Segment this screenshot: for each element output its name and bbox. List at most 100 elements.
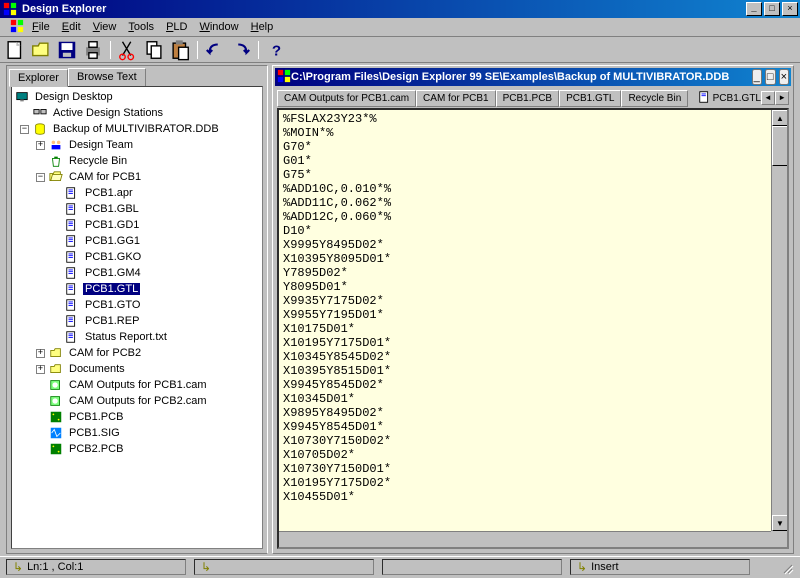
doc-tab[interactable]: Recycle Bin [621, 90, 688, 107]
expand-toggle[interactable]: − [36, 173, 45, 182]
menu-view[interactable]: View [87, 19, 123, 35]
tree-file[interactable]: PCB1.GTL [83, 283, 140, 295]
editor-content[interactable]: %FSLAX23Y23*% %MOIN*% G70* G01* G75* %AD… [279, 110, 771, 531]
doc-tab[interactable]: CAM for PCB1 [416, 90, 496, 107]
cam-icon [48, 378, 64, 392]
tree-camout2[interactable]: CAM Outputs for PCB2.cam [67, 395, 209, 407]
file-icon [64, 218, 80, 232]
menu-file[interactable]: File [26, 19, 56, 35]
tree-cam1[interactable]: CAM for PCB1 [67, 171, 143, 183]
tree-view[interactable]: Design Desktop Active Design Stations − B… [11, 86, 263, 549]
menu-window[interactable]: Window [193, 19, 244, 35]
expand-toggle[interactable]: − [20, 125, 29, 134]
cam-icon [48, 394, 64, 408]
tree-file[interactable]: PCB1.GTO [83, 299, 142, 311]
menu-edit[interactable]: Edit [56, 19, 87, 35]
app-icon-small [4, 17, 20, 38]
close-button[interactable]: × [782, 2, 798, 16]
expand-toggle[interactable]: + [36, 349, 45, 358]
app-icon [2, 1, 18, 17]
menu-pld[interactable]: PLD [160, 19, 193, 35]
tree-file[interactable]: PCB1.GKO [83, 251, 143, 263]
print-icon[interactable] [82, 39, 104, 61]
tree-recycle[interactable]: Recycle Bin [67, 155, 129, 167]
resize-grip-icon[interactable] [778, 559, 794, 575]
tab-explorer[interactable]: Explorer [9, 69, 68, 87]
tree-file[interactable]: PCB1.GD1 [83, 219, 141, 231]
tree-design-team[interactable]: Design Team [67, 139, 135, 151]
tab-scroll-left[interactable]: ◄ [761, 91, 775, 105]
tab-scroll-right[interactable]: ► [775, 91, 789, 105]
file-icon [698, 90, 712, 107]
arrow-icon: ↳ [13, 560, 23, 574]
sig-icon [48, 426, 64, 440]
pcb-icon [48, 410, 64, 424]
redo-icon[interactable] [230, 39, 252, 61]
new-icon[interactable] [4, 39, 26, 61]
tree-camout1[interactable]: CAM Outputs for PCB1.cam [67, 379, 209, 391]
file-icon [64, 282, 80, 296]
tree-docs[interactable]: Documents [67, 363, 127, 375]
tree-ads[interactable]: Active Design Stations [51, 107, 165, 119]
expand-toggle[interactable]: + [36, 365, 45, 374]
tree-file[interactable]: Status Report.txt [83, 331, 169, 343]
open-icon[interactable] [30, 39, 52, 61]
cut-icon[interactable] [117, 39, 139, 61]
status-position: Ln:1 , Col:1 [27, 561, 83, 573]
scroll-up-button[interactable]: ▲ [772, 110, 788, 126]
tree-cam2[interactable]: CAM for PCB2 [67, 347, 143, 359]
doc-tab[interactable]: CAM Outputs for PCB1.cam [277, 90, 416, 107]
tree-sig[interactable]: PCB1.SIG [67, 427, 122, 439]
tree-file[interactable]: PCB1.GG1 [83, 235, 142, 247]
status-mode: Insert [591, 561, 619, 573]
status-bar: ↳Ln:1 , Col:1 ↳ ↳Insert [0, 556, 800, 576]
doc-close-button[interactable]: × [779, 69, 789, 85]
minimize-button[interactable]: _ [746, 2, 762, 16]
recycle-icon [48, 154, 64, 168]
horizontal-scrollbar[interactable] [279, 531, 771, 547]
help-icon[interactable]: ? [265, 39, 287, 61]
pcb-icon [48, 442, 64, 456]
tree-file[interactable]: PCB1.GM4 [83, 267, 143, 279]
tree-pcb1[interactable]: PCB1.PCB [67, 411, 125, 423]
undo-icon[interactable] [204, 39, 226, 61]
tree-backup[interactable]: Backup of MULTIVIBRATOR.DDB [51, 123, 221, 135]
doc-tab[interactable]: PCB1.PCB [496, 90, 559, 107]
tree-file[interactable]: PCB1.apr [83, 187, 135, 199]
tree-file[interactable]: PCB1.GBL [83, 203, 141, 215]
file-icon [64, 266, 80, 280]
stations-icon [32, 106, 48, 120]
document-title-bar: C:\Program Files\Design Explorer 99 SE\E… [275, 68, 791, 86]
tree-pcb2[interactable]: PCB2.PCB [67, 443, 125, 455]
svg-text:?: ? [272, 42, 281, 59]
scroll-thumb[interactable] [772, 126, 788, 166]
save-icon[interactable] [56, 39, 78, 61]
file-icon [64, 314, 80, 328]
document-panel: C:\Program Files\Design Explorer 99 SE\E… [272, 65, 794, 554]
expand-toggle[interactable]: + [36, 141, 45, 150]
folder-icon [48, 346, 64, 360]
menu-tools[interactable]: Tools [122, 19, 160, 35]
vertical-scrollbar[interactable]: ▲ ▼ [771, 110, 787, 531]
file-icon [64, 330, 80, 344]
paste-icon[interactable] [169, 39, 191, 61]
scroll-corner [771, 531, 787, 547]
document-path: C:\Program Files\Design Explorer 99 SE\E… [291, 71, 752, 83]
db-icon [32, 122, 48, 136]
menu-bar: File Edit View Tools PLD Window Help [0, 18, 800, 37]
text-editor[interactable]: %FSLAX23Y23*% %MOIN*% G70* G01* G75* %AD… [277, 108, 789, 549]
file-icon [64, 234, 80, 248]
maximize-button[interactable]: □ [764, 2, 780, 16]
explorer-panel: Explorer Browse Text Design Desktop Acti… [6, 65, 268, 554]
tree-file[interactable]: PCB1.REP [83, 315, 141, 327]
doc-maximize-button[interactable]: □ [765, 69, 776, 85]
tab-browse-text[interactable]: Browse Text [68, 68, 146, 86]
menu-help[interactable]: Help [245, 19, 280, 35]
doc-minimize-button[interactable]: _ [752, 69, 762, 85]
scroll-down-button[interactable]: ▼ [772, 515, 788, 531]
tree-root[interactable]: Design Desktop [33, 91, 115, 103]
folder-icon [48, 362, 64, 376]
copy-icon[interactable] [143, 39, 165, 61]
file-icon [64, 186, 80, 200]
doc-tab[interactable]: PCB1.GTL [559, 90, 621, 107]
